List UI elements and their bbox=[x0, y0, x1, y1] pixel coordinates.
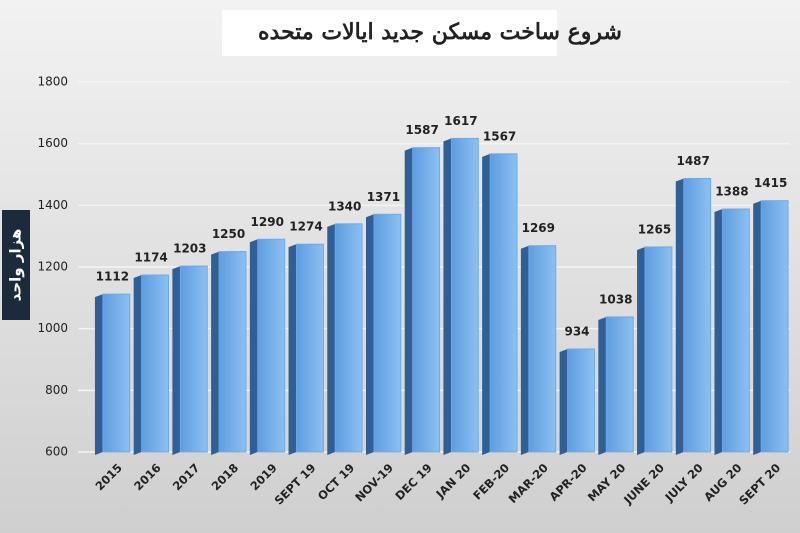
bar-side bbox=[327, 223, 336, 455]
bar bbox=[644, 246, 673, 453]
bar bbox=[683, 178, 712, 453]
data-label: 1567 bbox=[483, 129, 516, 143]
bar-side bbox=[365, 214, 374, 455]
bar bbox=[334, 223, 363, 453]
data-label: 1617 bbox=[444, 114, 477, 128]
data-label: 1112 bbox=[96, 270, 129, 284]
y-tick-label: 800 bbox=[45, 383, 68, 397]
bar bbox=[179, 265, 208, 453]
bar-side bbox=[714, 209, 723, 455]
data-label: 1265 bbox=[638, 222, 671, 236]
y-label-box bbox=[2, 210, 30, 320]
data-label: 934 bbox=[564, 325, 589, 339]
bar-side bbox=[598, 316, 607, 455]
data-label: 1174 bbox=[134, 251, 167, 265]
y-tick-label: 600 bbox=[45, 445, 68, 459]
bar-side bbox=[675, 178, 684, 455]
y-axis-label: هزار واحد bbox=[7, 229, 25, 302]
data-label: 1388 bbox=[715, 185, 748, 199]
bar-side bbox=[94, 294, 103, 455]
bar bbox=[412, 147, 441, 453]
data-label: 1269 bbox=[522, 221, 555, 235]
y-tick-label: 1400 bbox=[37, 198, 68, 212]
data-label: 1415 bbox=[754, 176, 787, 190]
data-label: 1038 bbox=[599, 292, 632, 306]
bar-side bbox=[753, 200, 762, 455]
bar-side bbox=[443, 138, 452, 456]
bar bbox=[567, 348, 595, 453]
bar-side bbox=[482, 153, 491, 455]
data-label: 1274 bbox=[289, 220, 322, 234]
title-box bbox=[222, 10, 557, 56]
bar bbox=[450, 137, 479, 453]
bar-side bbox=[288, 244, 297, 455]
bar bbox=[528, 245, 557, 453]
bar-side bbox=[211, 251, 220, 455]
bar-side bbox=[133, 275, 142, 455]
data-label: 1371 bbox=[367, 190, 400, 204]
bar-side bbox=[249, 239, 258, 455]
bar bbox=[257, 238, 286, 453]
y-tick-label: 1800 bbox=[37, 75, 68, 89]
bar bbox=[489, 153, 518, 453]
bar-side bbox=[172, 266, 181, 455]
bar bbox=[605, 316, 634, 453]
data-label: 1340 bbox=[328, 199, 361, 213]
chart-title: شروع ساخت مسکن جدید ایالات متحده bbox=[258, 19, 622, 45]
y-tick-label: 1000 bbox=[37, 321, 68, 335]
bar-side bbox=[404, 147, 413, 456]
bar bbox=[373, 213, 402, 453]
bar bbox=[721, 208, 750, 453]
data-label: 1203 bbox=[173, 242, 206, 256]
y-tick-label: 1200 bbox=[37, 260, 68, 274]
bar-side bbox=[559, 349, 568, 455]
bar bbox=[141, 274, 170, 453]
bar bbox=[102, 293, 131, 453]
y-tick-label: 1600 bbox=[37, 136, 68, 150]
bar bbox=[218, 251, 247, 453]
data-label: 1487 bbox=[676, 154, 709, 168]
bar-side bbox=[520, 245, 529, 455]
data-label: 1587 bbox=[405, 123, 438, 137]
bar bbox=[296, 243, 324, 453]
data-label: 1250 bbox=[212, 227, 245, 241]
bar bbox=[760, 200, 789, 453]
data-label: 1290 bbox=[251, 215, 284, 229]
bar-side bbox=[637, 246, 646, 455]
